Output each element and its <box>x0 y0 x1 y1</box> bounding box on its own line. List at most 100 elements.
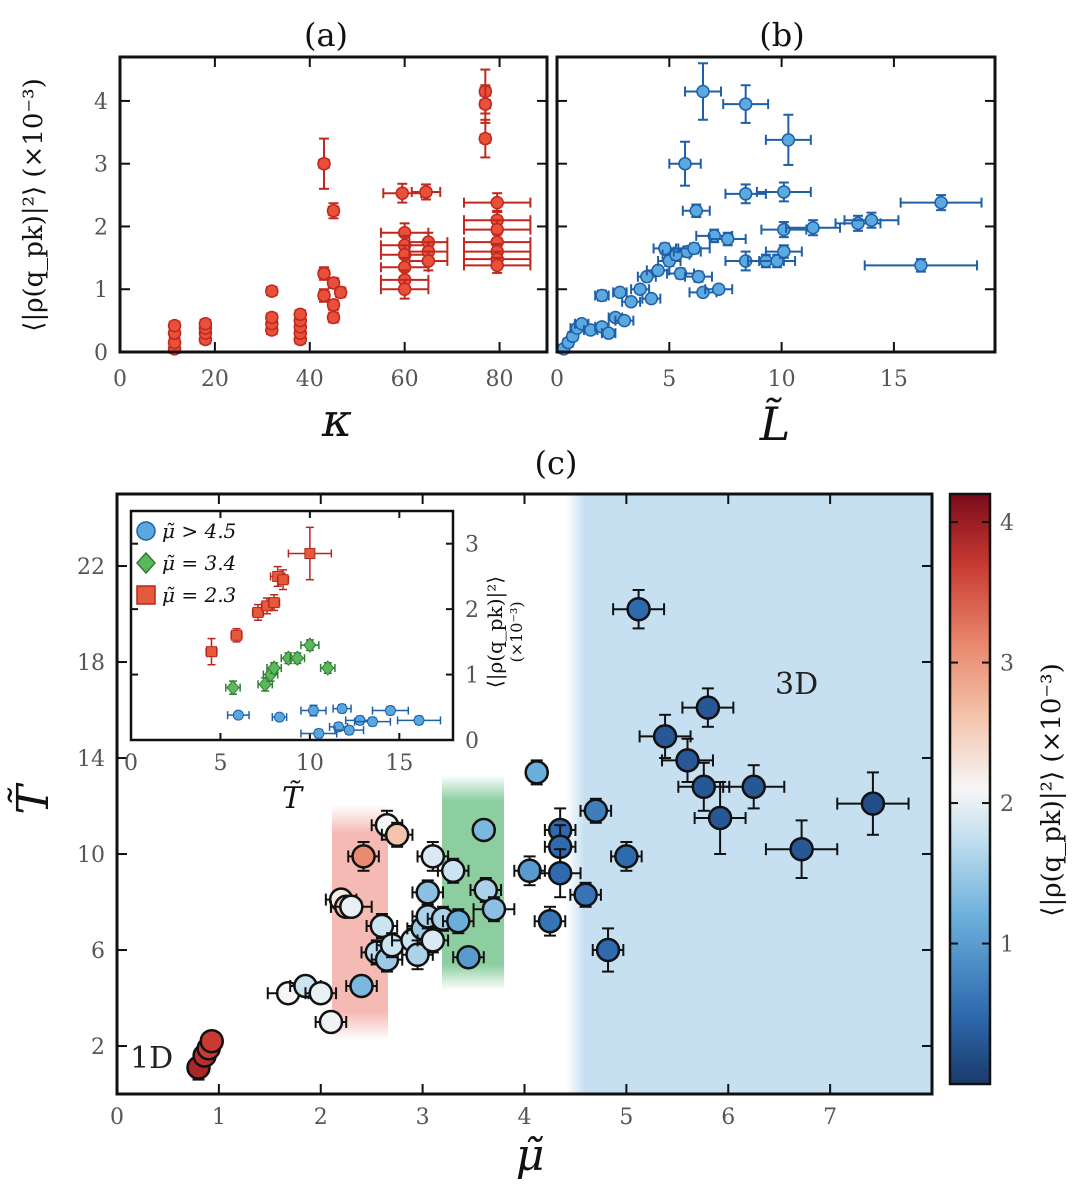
data-point <box>777 244 791 259</box>
data-point <box>384 822 410 848</box>
data-point <box>537 908 563 934</box>
data-point <box>456 944 481 970</box>
data-point <box>293 307 308 322</box>
data-point <box>777 222 791 237</box>
y-tick-label: 14 <box>77 747 105 772</box>
inset-point <box>267 660 281 676</box>
x-tick-label: 2 <box>314 1105 328 1130</box>
inset-point <box>354 714 366 726</box>
inset-point <box>231 629 243 641</box>
data-point <box>265 310 279 325</box>
data-point <box>481 896 507 922</box>
inset-point <box>277 574 289 586</box>
inset-point <box>343 724 355 736</box>
data-point <box>711 282 726 296</box>
panel-b: 0 5 10 15 <box>550 57 995 392</box>
y-tick-label: 2 <box>94 215 108 240</box>
data-point <box>517 858 542 884</box>
data-point <box>317 266 331 281</box>
data-point <box>613 285 627 300</box>
panel-a-label: (a) <box>304 16 348 54</box>
data-point <box>691 269 706 284</box>
data-point <box>669 247 683 262</box>
data-point <box>308 980 333 1006</box>
data-point <box>806 220 820 235</box>
x-tick-label: 6 <box>721 1105 735 1130</box>
inset-point <box>290 650 305 666</box>
data-point <box>326 276 341 290</box>
data-point <box>326 204 341 218</box>
inset-point <box>307 705 319 717</box>
x-tick-label: 0 <box>110 1105 124 1130</box>
y-tick-label: 4 <box>94 90 108 115</box>
data-point <box>781 133 796 147</box>
inset-point <box>281 650 296 666</box>
data-point <box>651 263 665 278</box>
data-point <box>678 156 692 171</box>
data-point <box>333 285 348 300</box>
inset-point <box>367 716 378 728</box>
data-point <box>689 204 704 218</box>
data-point <box>547 860 573 886</box>
data-point <box>317 156 331 171</box>
panel-b-label: (b) <box>759 16 804 54</box>
data-point <box>349 973 374 999</box>
x-tick-label: 20 <box>201 367 229 392</box>
data-point <box>524 760 549 785</box>
data-point <box>741 774 766 800</box>
inset-point <box>206 646 217 658</box>
inset-ylabel: ⟨|ρ(q_pk)|²⟩ <box>483 576 508 688</box>
inset-xlabel: T̃ <box>282 781 304 816</box>
colorbar <box>948 492 992 1086</box>
inset-point <box>268 597 280 609</box>
y-tick-label: 0 <box>94 341 108 366</box>
inset-point <box>304 548 316 560</box>
y-tick-label: 1 <box>465 664 479 689</box>
data-point <box>695 695 721 720</box>
inset-point <box>252 606 264 618</box>
data-point <box>369 913 395 939</box>
legend-marker <box>136 521 156 541</box>
inset-point <box>413 714 425 726</box>
legend-label: μ̃ > 4.5 <box>162 519 236 543</box>
inset-yunit: (×10⁻³) <box>507 601 526 662</box>
data-point <box>167 318 182 333</box>
data-point <box>573 882 598 908</box>
x-tick-label: 15 <box>385 751 413 776</box>
data-point <box>624 295 638 309</box>
label-1d: 1D <box>130 1041 173 1076</box>
label-3d: 3D <box>775 667 818 702</box>
y-tick-label: 3 <box>465 533 479 558</box>
data-point <box>675 748 700 773</box>
y-tick-label: 10 <box>77 843 105 868</box>
data-point <box>198 317 213 331</box>
data-point <box>595 288 609 303</box>
data-point <box>614 844 639 869</box>
x-tick-label: 0 <box>550 367 564 392</box>
y-tick-label: 2 <box>465 598 479 623</box>
ab-ylabel: ⟨|ρ(q_pk)|²⟩ (×10⁻³) <box>19 78 49 331</box>
data-point <box>595 937 621 963</box>
data-point <box>420 844 446 869</box>
data-point <box>339 894 364 920</box>
colorbar-label: ⟨|ρ(q_pk)|²⟩ (×10⁻³) <box>1037 663 1067 916</box>
colorbar-tick-label: 2 <box>1000 792 1014 817</box>
data-point <box>421 254 436 268</box>
x-tick-label: 5 <box>662 367 676 392</box>
inset-plot: 0 5 10 15 0 1 2 3 <box>124 511 479 776</box>
x-tick-label: 40 <box>296 367 324 392</box>
inset-legend: μ̃ > 4.5 μ̃ = 3.4 μ̃ = 2.3 <box>135 519 236 607</box>
inset-point <box>313 727 325 739</box>
data-point <box>658 241 672 256</box>
data-point <box>419 185 433 199</box>
data-point <box>415 880 440 905</box>
colorbar-ticks: 1 2 3 4 <box>950 511 1014 958</box>
legend-marker <box>136 585 156 605</box>
x-tick-label: 3 <box>416 1105 430 1130</box>
data-point <box>633 282 647 296</box>
data-point <box>707 805 733 831</box>
x-tick-label: 5 <box>213 751 227 776</box>
x-tick-label: 7 <box>823 1105 837 1130</box>
x-tick-label: 4 <box>518 1105 532 1130</box>
